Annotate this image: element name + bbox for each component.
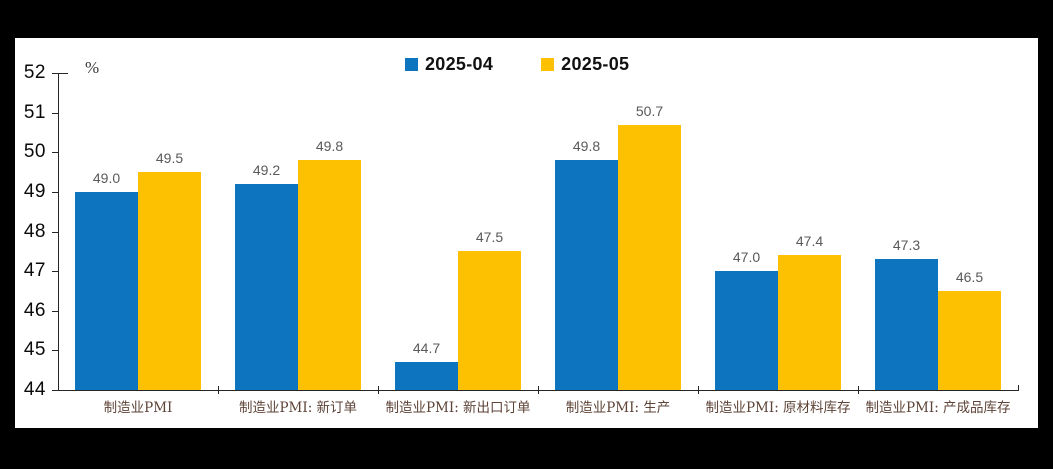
- plot-area: 44 45 46 47 48 49 50 51 52 49.0 49.2 44.7 49.8 47.0 47…: [15, 38, 1038, 428]
- legend-label: 2025-04: [425, 54, 494, 74]
- y-axis-tick: [52, 73, 58, 74]
- bar-value-label: 49.8: [315, 138, 344, 155]
- chart-panel: % 2025-04 2025-05 44 45 46 47 48 49 50 51 52 49.0…: [15, 38, 1038, 428]
- x-category-label: 制造业PMI: 新出口订单: [385, 400, 531, 416]
- bar-value-label: 50.7: [635, 102, 664, 119]
- legend-swatch-icon: [541, 58, 555, 71]
- x-category-label: 制造业PMI: 原材料库存: [705, 400, 851, 416]
- y-axis-tick: [52, 271, 58, 273]
- bar-2025-04-series: [875, 259, 938, 390]
- bar-2025-05-series: [138, 172, 201, 390]
- x-category-label: 制造业PMI: 新订单: [238, 400, 358, 416]
- x-axis-boundary-tick: [698, 386, 699, 394]
- y-tick-label: 48: [23, 220, 46, 242]
- bar-value-label: 46.5: [955, 268, 984, 285]
- y-axis-unit-label: %: [85, 58, 100, 77]
- x-axis-boundary-tick: [538, 386, 539, 394]
- y-axis-tick: [52, 350, 58, 352]
- y-tick-label: 52: [23, 62, 46, 83]
- y-axis-tick: [52, 390, 58, 391]
- y-tick-label: 45: [23, 339, 46, 361]
- y-axis-tick: [52, 231, 58, 233]
- bar-value-label: 49.0: [92, 169, 121, 186]
- x-axis-boundary-tick: [378, 386, 379, 394]
- y-tick-label: 46: [23, 299, 46, 321]
- y-axis-line: [58, 73, 59, 391]
- bar-value-label: 47.5: [475, 229, 504, 246]
- x-axis-boundary-tick: [858, 386, 859, 394]
- bar-2025-05-series: [938, 290, 1001, 390]
- bar-2025-04-series: [555, 160, 618, 390]
- legend-label: 2025-05: [561, 54, 630, 74]
- legend-item-2025-05: 2025-05: [541, 54, 629, 75]
- y-tick-label: 50: [23, 141, 46, 163]
- bar-2025-04-series: [715, 271, 778, 390]
- legend-item-2025-04: 2025-04: [405, 54, 493, 75]
- bar-2025-04-series: [75, 191, 138, 390]
- y-axis-top-tick: [59, 73, 68, 74]
- y-tick-label: 47: [23, 260, 46, 282]
- y-tick-label: 44: [23, 379, 46, 400]
- y-axis-tick: [52, 152, 58, 154]
- bar-value-label: 49.2: [252, 161, 281, 178]
- bar-value-label: 49.5: [155, 150, 184, 167]
- bar-value-label: 47.3: [892, 237, 921, 254]
- x-category-label: 制造业PMI: [103, 400, 173, 416]
- y-tick-label: 51: [23, 101, 46, 123]
- y-axis-tick: [52, 112, 58, 114]
- bar-value-label: 49.8: [572, 138, 601, 155]
- x-category-label: 制造业PMI: 产成品库存: [865, 400, 1011, 416]
- bar-value-label: 44.7: [412, 340, 441, 357]
- legend-swatch-icon: [405, 58, 418, 71]
- bar-2025-05-series: [618, 124, 681, 390]
- chart-legend: 2025-04 2025-05: [405, 54, 629, 75]
- y-axis-tick: [52, 191, 58, 193]
- bar-2025-04-series: [235, 183, 298, 390]
- bar-value-label: 47.4: [795, 233, 824, 250]
- bar-2025-05-series: [298, 160, 361, 390]
- x-axis-boundary-tick: [218, 386, 219, 394]
- bar-value-label: 47.0: [732, 249, 761, 266]
- x-category-label: 制造业PMI: 生产: [565, 400, 671, 416]
- bar-2025-04-series: [395, 362, 458, 390]
- bar-2025-05-series: [458, 251, 521, 390]
- y-tick-label: 49: [23, 180, 46, 202]
- x-axis-end-tick: [1018, 385, 1019, 391]
- bar-2025-05-series: [778, 255, 841, 390]
- y-axis-tick: [52, 310, 58, 312]
